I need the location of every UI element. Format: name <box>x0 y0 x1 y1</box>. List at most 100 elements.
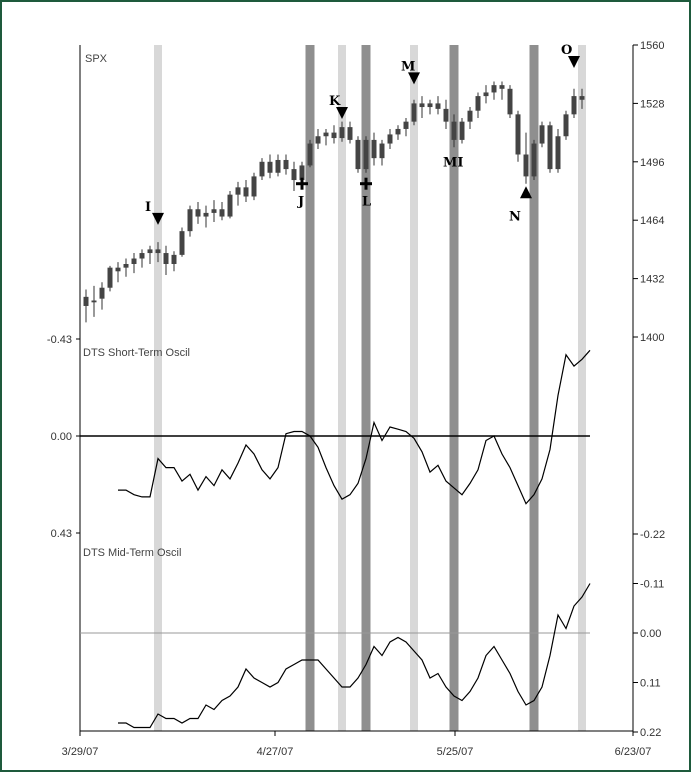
price-bar-39 <box>395 125 401 140</box>
price-bar-11 <box>171 251 177 272</box>
mid-tick-label-2: 0.00 <box>640 628 661 640</box>
price-bar-body-61 <box>571 96 577 115</box>
marker-label-5: MI <box>443 156 463 171</box>
price-bar-31 <box>331 125 337 144</box>
price-tick-label-1: 1432 <box>640 274 664 286</box>
price-bar-35 <box>363 136 369 173</box>
price-bar-62 <box>579 88 585 109</box>
marker-arrow-down-4 <box>408 72 420 85</box>
marker-label-0: I <box>145 200 151 215</box>
shaded-band-3 <box>361 45 371 731</box>
price-bar-6 <box>131 253 137 274</box>
mid-tick-label-4: -0.22 <box>640 529 665 541</box>
price-bar-46 <box>451 114 457 148</box>
price-bar-body-38 <box>387 134 393 144</box>
price-bar-body-41 <box>411 103 417 122</box>
x-tick-label-3: 6/23/07 <box>615 746 652 758</box>
price-bar-body-2 <box>99 287 105 299</box>
short-tick-label-1: 0.00 <box>51 431 72 443</box>
price-tick-label-2: 1464 <box>640 215 664 227</box>
price-bar-33 <box>347 121 353 144</box>
price-bar-body-17 <box>219 209 225 217</box>
price-bar-58 <box>547 121 553 173</box>
price-bar-20 <box>243 180 249 202</box>
x-tick-label-2: 5/25/07 <box>437 746 474 758</box>
marker-label-4: M <box>401 59 415 74</box>
mid-term-panel-label: DTS Mid-Term Oscil <box>83 547 181 559</box>
price-bar-body-14 <box>195 209 201 217</box>
price-bar-body-8 <box>147 249 153 254</box>
price-bar-body-45 <box>443 108 449 122</box>
price-bar-body-49 <box>475 96 481 111</box>
price-bar-body-11 <box>171 254 177 264</box>
price-bar-12 <box>179 227 185 257</box>
marker-arrow-down-0 <box>152 212 164 225</box>
price-bar-0 <box>83 289 89 323</box>
shaded-band-5 <box>449 45 459 731</box>
shaded-band-1 <box>305 45 315 731</box>
mid-term-oscillator-line <box>118 583 591 729</box>
price-bar-40 <box>403 118 409 137</box>
shaded-band-0 <box>154 45 162 731</box>
price-bar-4 <box>115 262 121 283</box>
price-bar-body-18 <box>227 194 233 217</box>
short-tick-label-2: -0.43 <box>47 334 72 346</box>
price-bar-55 <box>523 132 529 184</box>
price-bar-body-9 <box>155 249 161 254</box>
price-bar-body-21 <box>251 176 257 197</box>
price-bar-10 <box>163 245 169 275</box>
price-bar-1 <box>91 285 97 317</box>
marker-O: O <box>561 43 580 68</box>
price-bar-5 <box>123 258 129 277</box>
price-bar-body-48 <box>467 110 473 122</box>
price-bar-14 <box>195 201 201 224</box>
short-term-oscillator-panel <box>118 349 591 505</box>
price-bar-47 <box>459 118 465 144</box>
marker-label-2: K <box>329 94 341 109</box>
price-bar-body-62 <box>579 96 585 100</box>
marker-label-6: N <box>509 209 521 224</box>
price-bar-19 <box>235 181 241 206</box>
price-bar-body-47 <box>459 121 465 140</box>
short-term-panel-label: DTS Short-Term Oscil <box>83 347 190 359</box>
price-bar-23 <box>267 154 273 179</box>
short-tick-label-0: 0.43 <box>51 528 72 540</box>
price-bar-body-39 <box>395 128 401 135</box>
price-bar-body-54 <box>515 114 521 155</box>
marker-plus-v-1 <box>300 177 304 190</box>
price-bar-body-58 <box>547 125 553 170</box>
price-bar-body-29 <box>315 136 321 144</box>
price-bar-45 <box>443 99 449 129</box>
price-bar-25 <box>283 154 289 175</box>
marker-label-7: O <box>561 43 572 58</box>
spx-price-panel: I J K L M MI N O <box>83 43 585 323</box>
price-bar-32 <box>339 121 345 142</box>
shaded-band-4 <box>410 45 418 731</box>
price-bar-8 <box>147 245 153 264</box>
x-tick-label-1: 4/27/07 <box>257 746 294 758</box>
marker-label-3: L <box>362 195 371 210</box>
marker-L: L <box>360 177 372 210</box>
price-bar-body-35 <box>363 139 369 170</box>
price-bar-7 <box>139 249 145 268</box>
price-bar-body-32 <box>339 127 345 139</box>
marker-J: J <box>296 177 308 210</box>
price-bar-50 <box>483 85 489 104</box>
price-tick-label-4: 1528 <box>640 98 664 110</box>
price-bar-22 <box>259 158 265 181</box>
price-bar-body-24 <box>275 159 281 173</box>
price-bar-18 <box>227 191 233 219</box>
price-bar-44 <box>435 96 441 115</box>
price-bar-48 <box>467 107 473 129</box>
price-bar-body-50 <box>483 92 489 97</box>
price-bar-body-42 <box>419 103 425 108</box>
short-term-oscillator-line <box>118 349 591 505</box>
price-bar-37 <box>379 139 385 166</box>
price-bar-41 <box>411 99 417 126</box>
price-bar-body-23 <box>267 161 273 173</box>
mid-term-oscillator-panel <box>118 583 591 729</box>
price-bar-51 <box>491 81 497 100</box>
price-bar-body-52 <box>499 85 505 89</box>
price-bar-body-36 <box>371 139 377 159</box>
